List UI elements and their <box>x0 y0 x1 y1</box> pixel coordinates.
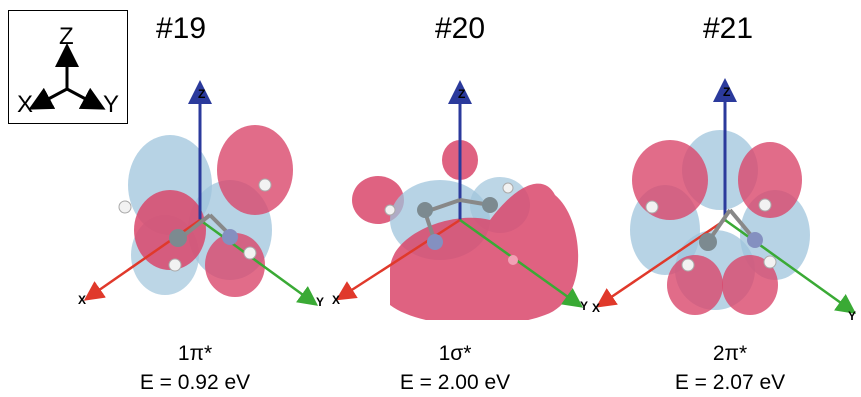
axis-21-x-label: X <box>592 301 600 315</box>
y-axis-21 <box>724 218 857 314</box>
panel-21-title: #21 <box>702 12 754 45</box>
orientation-axes-icon <box>28 43 106 110</box>
axis-20-z-label: Z <box>458 87 465 101</box>
molecule-19 <box>118 178 272 272</box>
panel-20-orbital-label: 1σ* <box>438 342 472 365</box>
panel-19-energy: E = 0.92 eV <box>139 371 251 394</box>
orientation-legend: Z X Y <box>8 10 128 124</box>
axis-19-z-label: Z <box>198 87 205 101</box>
axis-21-y-label: Y <box>848 309 856 320</box>
panel-19-orbital-label: 1π* <box>177 342 213 365</box>
x-axis-20 <box>335 218 461 301</box>
panel-19-title: #19 <box>155 12 207 45</box>
molecule-21 <box>645 198 777 272</box>
panel-20-energy: E = 2.00 eV <box>399 371 511 394</box>
axis-21-z-label: Z <box>723 85 730 99</box>
panel-20-title: #20 <box>434 12 486 45</box>
molecule-20 <box>384 182 518 265</box>
orbital-20-image: Z X Y <box>332 80 588 320</box>
axis-20-y-label: Y <box>580 299 588 313</box>
legend-y-label: Y <box>103 91 120 118</box>
axis-20-x-label: X <box>332 293 340 307</box>
axis-19-x-label: X <box>78 293 86 307</box>
legend-z-label: Z <box>59 23 74 50</box>
y-axis-19 <box>199 218 319 306</box>
orbital-21-image: Z X Y <box>592 78 857 320</box>
panel-21-orbital-label: 2π* <box>712 342 748 365</box>
orbital-19-lobes <box>128 125 293 297</box>
orbital-20-lobes <box>352 140 579 320</box>
axis-19-y-label: Y <box>316 295 324 309</box>
panel-21-energy: E = 2.07 eV <box>674 371 786 394</box>
orbital-19-image: Z X Y <box>78 80 324 309</box>
legend-x-label: X <box>17 91 34 118</box>
orbital-21-lobes <box>630 130 810 315</box>
